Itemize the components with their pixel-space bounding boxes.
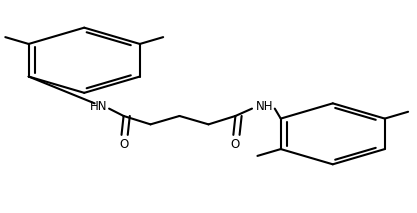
Text: NH: NH	[256, 100, 273, 113]
Text: HN: HN	[90, 100, 108, 113]
Text: O: O	[231, 138, 240, 151]
Text: O: O	[119, 138, 128, 151]
